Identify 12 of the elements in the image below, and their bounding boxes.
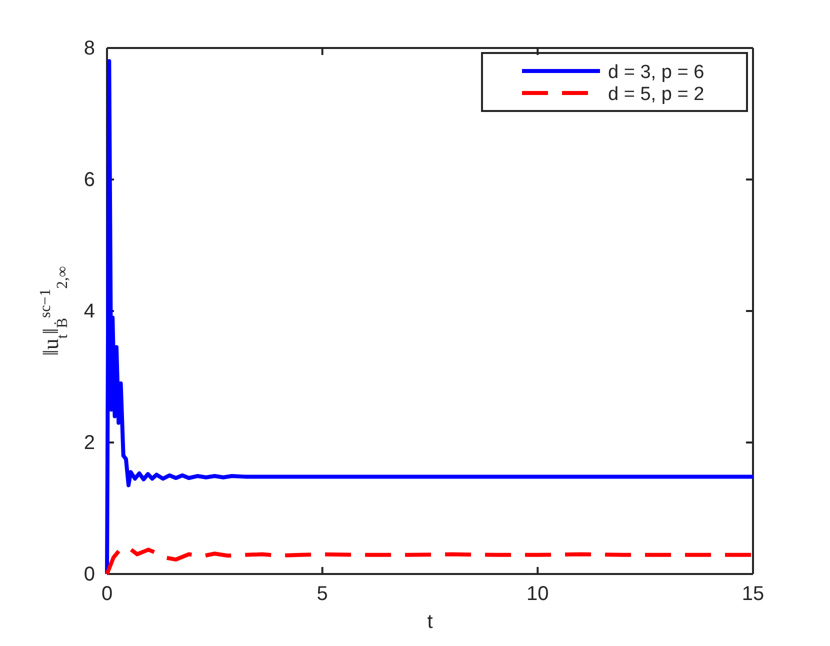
y-tick-label: 4 — [84, 300, 95, 322]
y-tick-label: 8 — [84, 37, 95, 60]
x-axis-title: t — [427, 611, 434, 633]
legend-label: d = 5, p = 2 — [608, 84, 704, 105]
y-tick-label: 6 — [84, 168, 95, 191]
x-tick-label: 10 — [526, 583, 549, 606]
legend-label: d = 3, p = 6 — [608, 62, 704, 83]
y-tick-label: 0 — [84, 563, 95, 586]
x-tick-label: 15 — [742, 583, 764, 606]
x-tick-label: 5 — [316, 583, 328, 606]
y-tick-label: 2 — [84, 432, 95, 454]
x-tick-label: 0 — [101, 583, 113, 606]
